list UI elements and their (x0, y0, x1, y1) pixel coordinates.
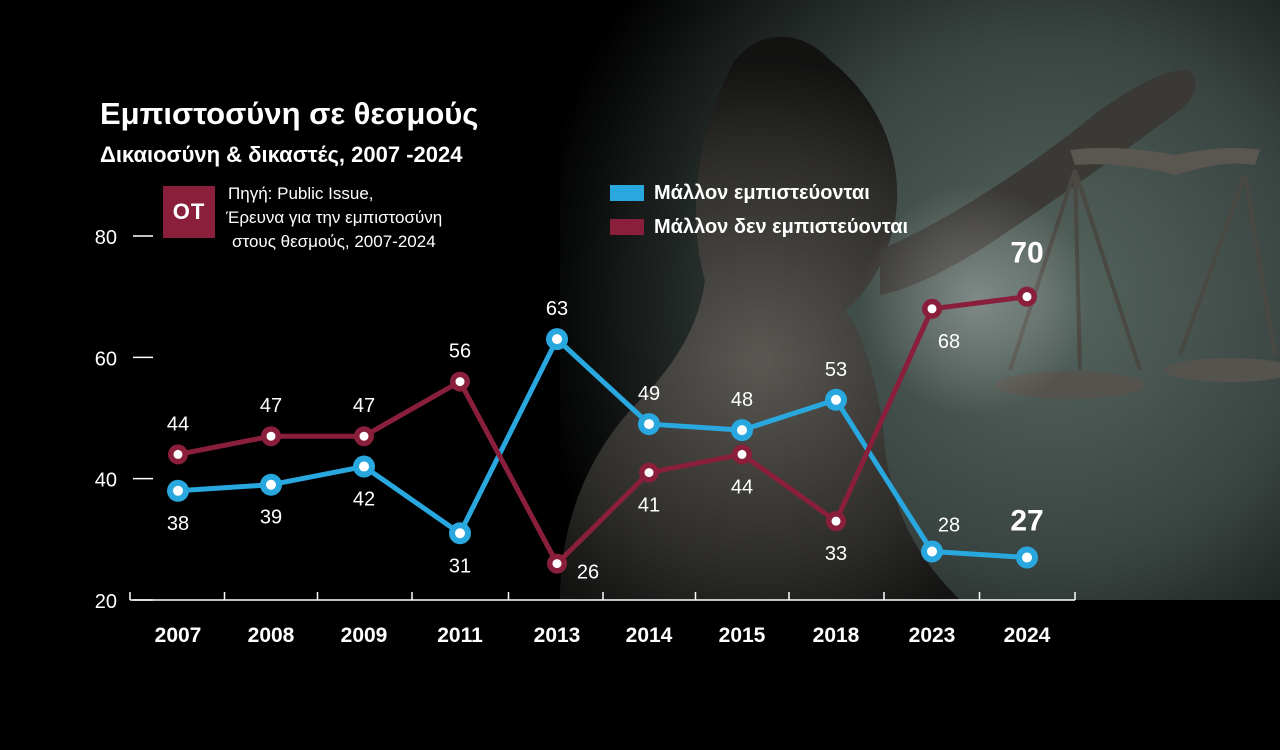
x-tick-label: 2024 (1004, 624, 1051, 647)
data-point-center (359, 461, 369, 472)
data-point-center (831, 516, 841, 526)
publisher-logo: OT (163, 186, 215, 238)
x-tick-label: 2007 (155, 624, 202, 647)
data-label-distrust: 44 (167, 413, 189, 435)
data-label-trust: 28 (938, 514, 960, 536)
data-label-distrust: 33 (825, 543, 847, 565)
data-point-center (173, 449, 183, 459)
data-point-center (737, 449, 747, 459)
x-tick-label: 2015 (719, 624, 766, 647)
data-point-center (266, 431, 276, 441)
data-label-distrust: 56 (449, 341, 471, 363)
data-point-center (644, 468, 654, 478)
data-label-trust: 38 (167, 513, 189, 535)
legend-swatch-trust (610, 185, 644, 201)
series-line-trust (175, 336, 1030, 561)
data-label-trust: 39 (260, 507, 282, 529)
data-point-center (455, 528, 465, 539)
source-line: στους θεσμούς, 2007-2024 (232, 232, 436, 251)
legend: Μάλλον εμπιστεύονται Μάλλον δεν εμπιστεύ… (610, 176, 908, 244)
x-tick-label: 2008 (248, 624, 295, 647)
data-label-trust: 31 (449, 555, 471, 577)
data-label-distrust: 47 (353, 395, 375, 417)
data-point-center (927, 546, 937, 557)
data-label-trust: 42 (353, 489, 375, 511)
x-tick-label: 2018 (813, 624, 860, 647)
source-line: Πηγή: Public Issue, (228, 184, 374, 203)
y-tick-label: 80 (95, 227, 117, 249)
data-label-trust: 53 (825, 359, 847, 381)
data-point-center (1022, 292, 1032, 302)
source-note: Πηγή: Public Issue, Έρευνα για την εμπισ… (226, 182, 443, 254)
data-label-distrust: 70 (1010, 237, 1043, 270)
legend-label-distrust: Μάλλον δεν εμπιστεύονται (654, 215, 909, 238)
source-line: Έρευνα για την εμπιστοσύνη (226, 208, 443, 227)
legend-label-trust: Μάλλον εμπιστεύονται (654, 181, 870, 204)
legend-swatch-distrust (610, 219, 644, 235)
data-point-center (644, 419, 654, 430)
data-point-center (359, 431, 369, 441)
data-point-center (927, 304, 937, 314)
data-label-trust: 49 (638, 383, 660, 405)
data-label-distrust: 44 (731, 476, 753, 498)
data-label-trust: 27 (1010, 505, 1043, 538)
data-point-center (831, 394, 841, 405)
legend-item-trust: Μάλλον εμπιστεύονται (610, 176, 908, 210)
chart-title: Εμπιστοσύνη σε θεσμούς (100, 96, 479, 131)
data-label-distrust: 47 (260, 395, 282, 417)
x-tick-label: 2013 (534, 624, 581, 647)
y-tick-label: 20 (95, 591, 117, 613)
data-label-trust: 48 (731, 389, 753, 411)
x-tick-label: 2023 (909, 624, 956, 647)
data-point-center (737, 425, 747, 436)
y-tick-label: 60 (95, 348, 117, 370)
y-tick-label: 40 (95, 470, 117, 492)
data-label-distrust: 26 (577, 562, 599, 584)
data-point-center (266, 479, 276, 490)
data-point-center (173, 485, 183, 496)
series-line-distrust (175, 294, 1030, 567)
data-point-center (455, 377, 465, 387)
data-point-center (552, 559, 562, 569)
data-label-distrust: 41 (638, 495, 660, 517)
data-point-center (552, 334, 562, 345)
legend-item-distrust: Μάλλον δεν εμπιστεύονται (610, 210, 908, 244)
data-label-distrust: 68 (938, 331, 960, 353)
x-tick-label: 2009 (341, 624, 388, 647)
chart-subtitle: Δικαιοσύνη & δικαστές, 2007 -2024 (100, 142, 463, 167)
data-label-trust: 63 (546, 298, 568, 320)
x-tick-label: 2014 (626, 624, 673, 647)
x-tick-label: 2011 (437, 624, 483, 647)
data-point-center (1022, 552, 1032, 563)
